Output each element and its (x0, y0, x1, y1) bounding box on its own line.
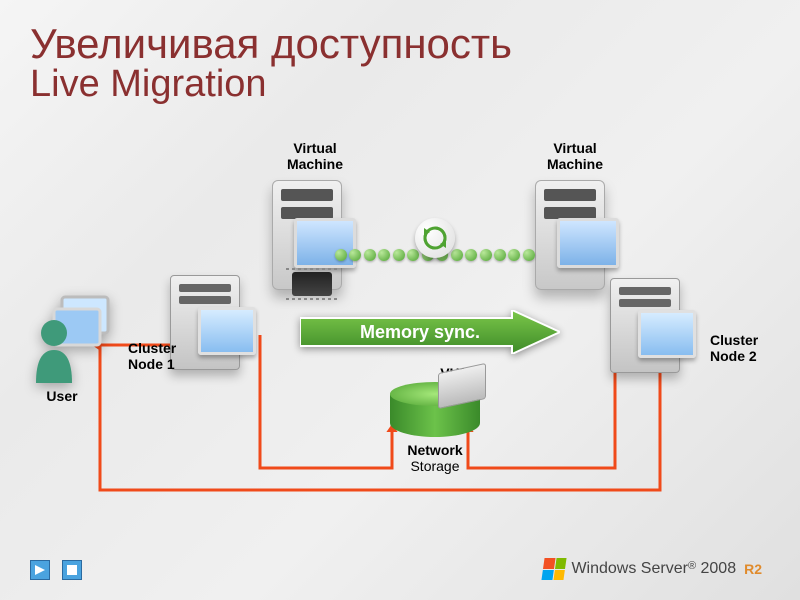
cluster1-label: ClusterNode 1 (128, 340, 198, 372)
windows-flag-icon (542, 558, 567, 580)
user-icon (32, 295, 122, 390)
vm1-server-icon (272, 180, 342, 290)
storage-label: NetworkStorage (390, 442, 480, 474)
cluster-node-2-icon (610, 278, 705, 373)
nav-play-button[interactable] (30, 560, 50, 580)
vm2-label: VirtualMachine (530, 140, 620, 172)
memory-sync-arrow: Memory sync. (300, 310, 560, 354)
nav-stop-button[interactable] (62, 560, 82, 580)
slide-title: Увеличивая доступность (30, 20, 512, 68)
network-storage-icon (385, 382, 485, 437)
sync-icon (415, 218, 455, 258)
slide-subtitle: Live Migration (30, 63, 512, 106)
windows-server-logo: Windows Server® 2008 R2 (543, 558, 762, 580)
vm1-label: VirtualMachine (270, 140, 360, 172)
cluster2-label: ClusterNode 2 (710, 332, 780, 364)
nav-buttons (30, 560, 82, 580)
live-migration-diagram: VirtualMachine VirtualMachine ClusterNod… (0, 140, 800, 510)
user-label: User (32, 388, 92, 404)
memory-sync-label: Memory sync. (360, 322, 500, 343)
vm2-server-icon (535, 180, 605, 290)
